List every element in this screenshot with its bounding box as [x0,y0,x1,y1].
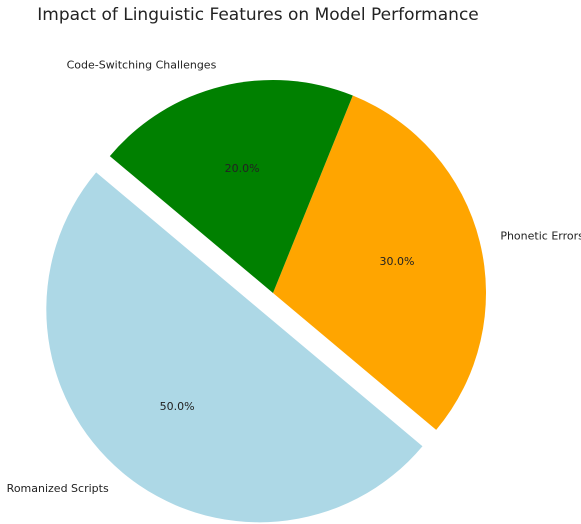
slice-label: Code-Switching Challenges [67,59,217,72]
slice-label: Phonetic Errors [500,229,581,242]
percent-label: 20.0% [225,162,260,175]
pie-slice [109,79,353,293]
pie-slice [273,95,487,430]
chart-title: Impact of Linguistic Features on Model P… [37,5,479,25]
percent-label: 50.0% [160,400,195,413]
slice-label: Romanized Scripts [7,482,109,495]
pie-slice [46,172,423,523]
percent-label: 30.0% [380,255,415,268]
